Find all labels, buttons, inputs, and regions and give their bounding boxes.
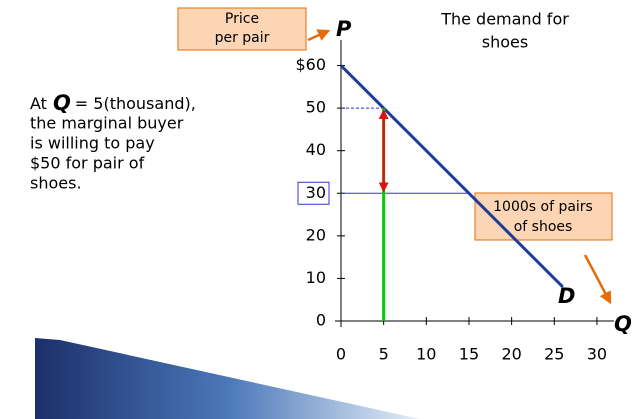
note-line: $50 for pair of [30, 154, 145, 173]
y-unit-text: Price [225, 11, 259, 27]
x-tick-label: 30 [587, 345, 607, 364]
y-unit-box [177, 7, 307, 51]
x-tick-label: 0 [336, 345, 346, 364]
y-tick-label: 20 [306, 225, 326, 244]
x-unit-text: of shoes [514, 219, 573, 235]
x-axis-symbol: Q [614, 312, 632, 336]
note-line: shoes. [30, 174, 82, 193]
x-tick-label: 20 [501, 345, 521, 364]
curve-label: D [558, 284, 575, 308]
y-axis-symbol: P [336, 17, 352, 41]
demand-line [339, 64, 564, 289]
y-unit-arrow [307, 29, 331, 42]
y-tick-label: 10 [306, 268, 326, 287]
chart-title: shoes [482, 33, 528, 52]
x-tick-label: 5 [379, 345, 389, 364]
y-unit-text: per pair [215, 30, 270, 46]
y-tick-label: 0 [316, 311, 326, 330]
note-text: = 5(thousand), [75, 94, 196, 113]
y-tick-label: 40 [306, 140, 326, 159]
decor-swoosh [35, 338, 420, 419]
y-tick-label: 30 [306, 183, 326, 202]
x-unit-box [474, 192, 613, 241]
y-tick-label: $60 [295, 55, 326, 74]
note-line: is willing to pay [30, 134, 155, 153]
note-text: At [30, 94, 47, 113]
y-tick-label: 50 [306, 98, 326, 117]
chart-title: The demand for [440, 10, 569, 29]
x-tick-label: 10 [416, 345, 436, 364]
note-line: the marginal buyer [30, 114, 184, 133]
tick-highlight-box [297, 181, 330, 205]
x-tick-label: 15 [459, 345, 479, 364]
note-line: At Q = 5(thousand), [30, 91, 196, 115]
note-variable: Q [53, 91, 71, 115]
x-unit-arrow [583, 254, 612, 305]
x-tick-label: 25 [544, 345, 564, 364]
x-unit-text: 1000s of pairs [493, 199, 593, 215]
